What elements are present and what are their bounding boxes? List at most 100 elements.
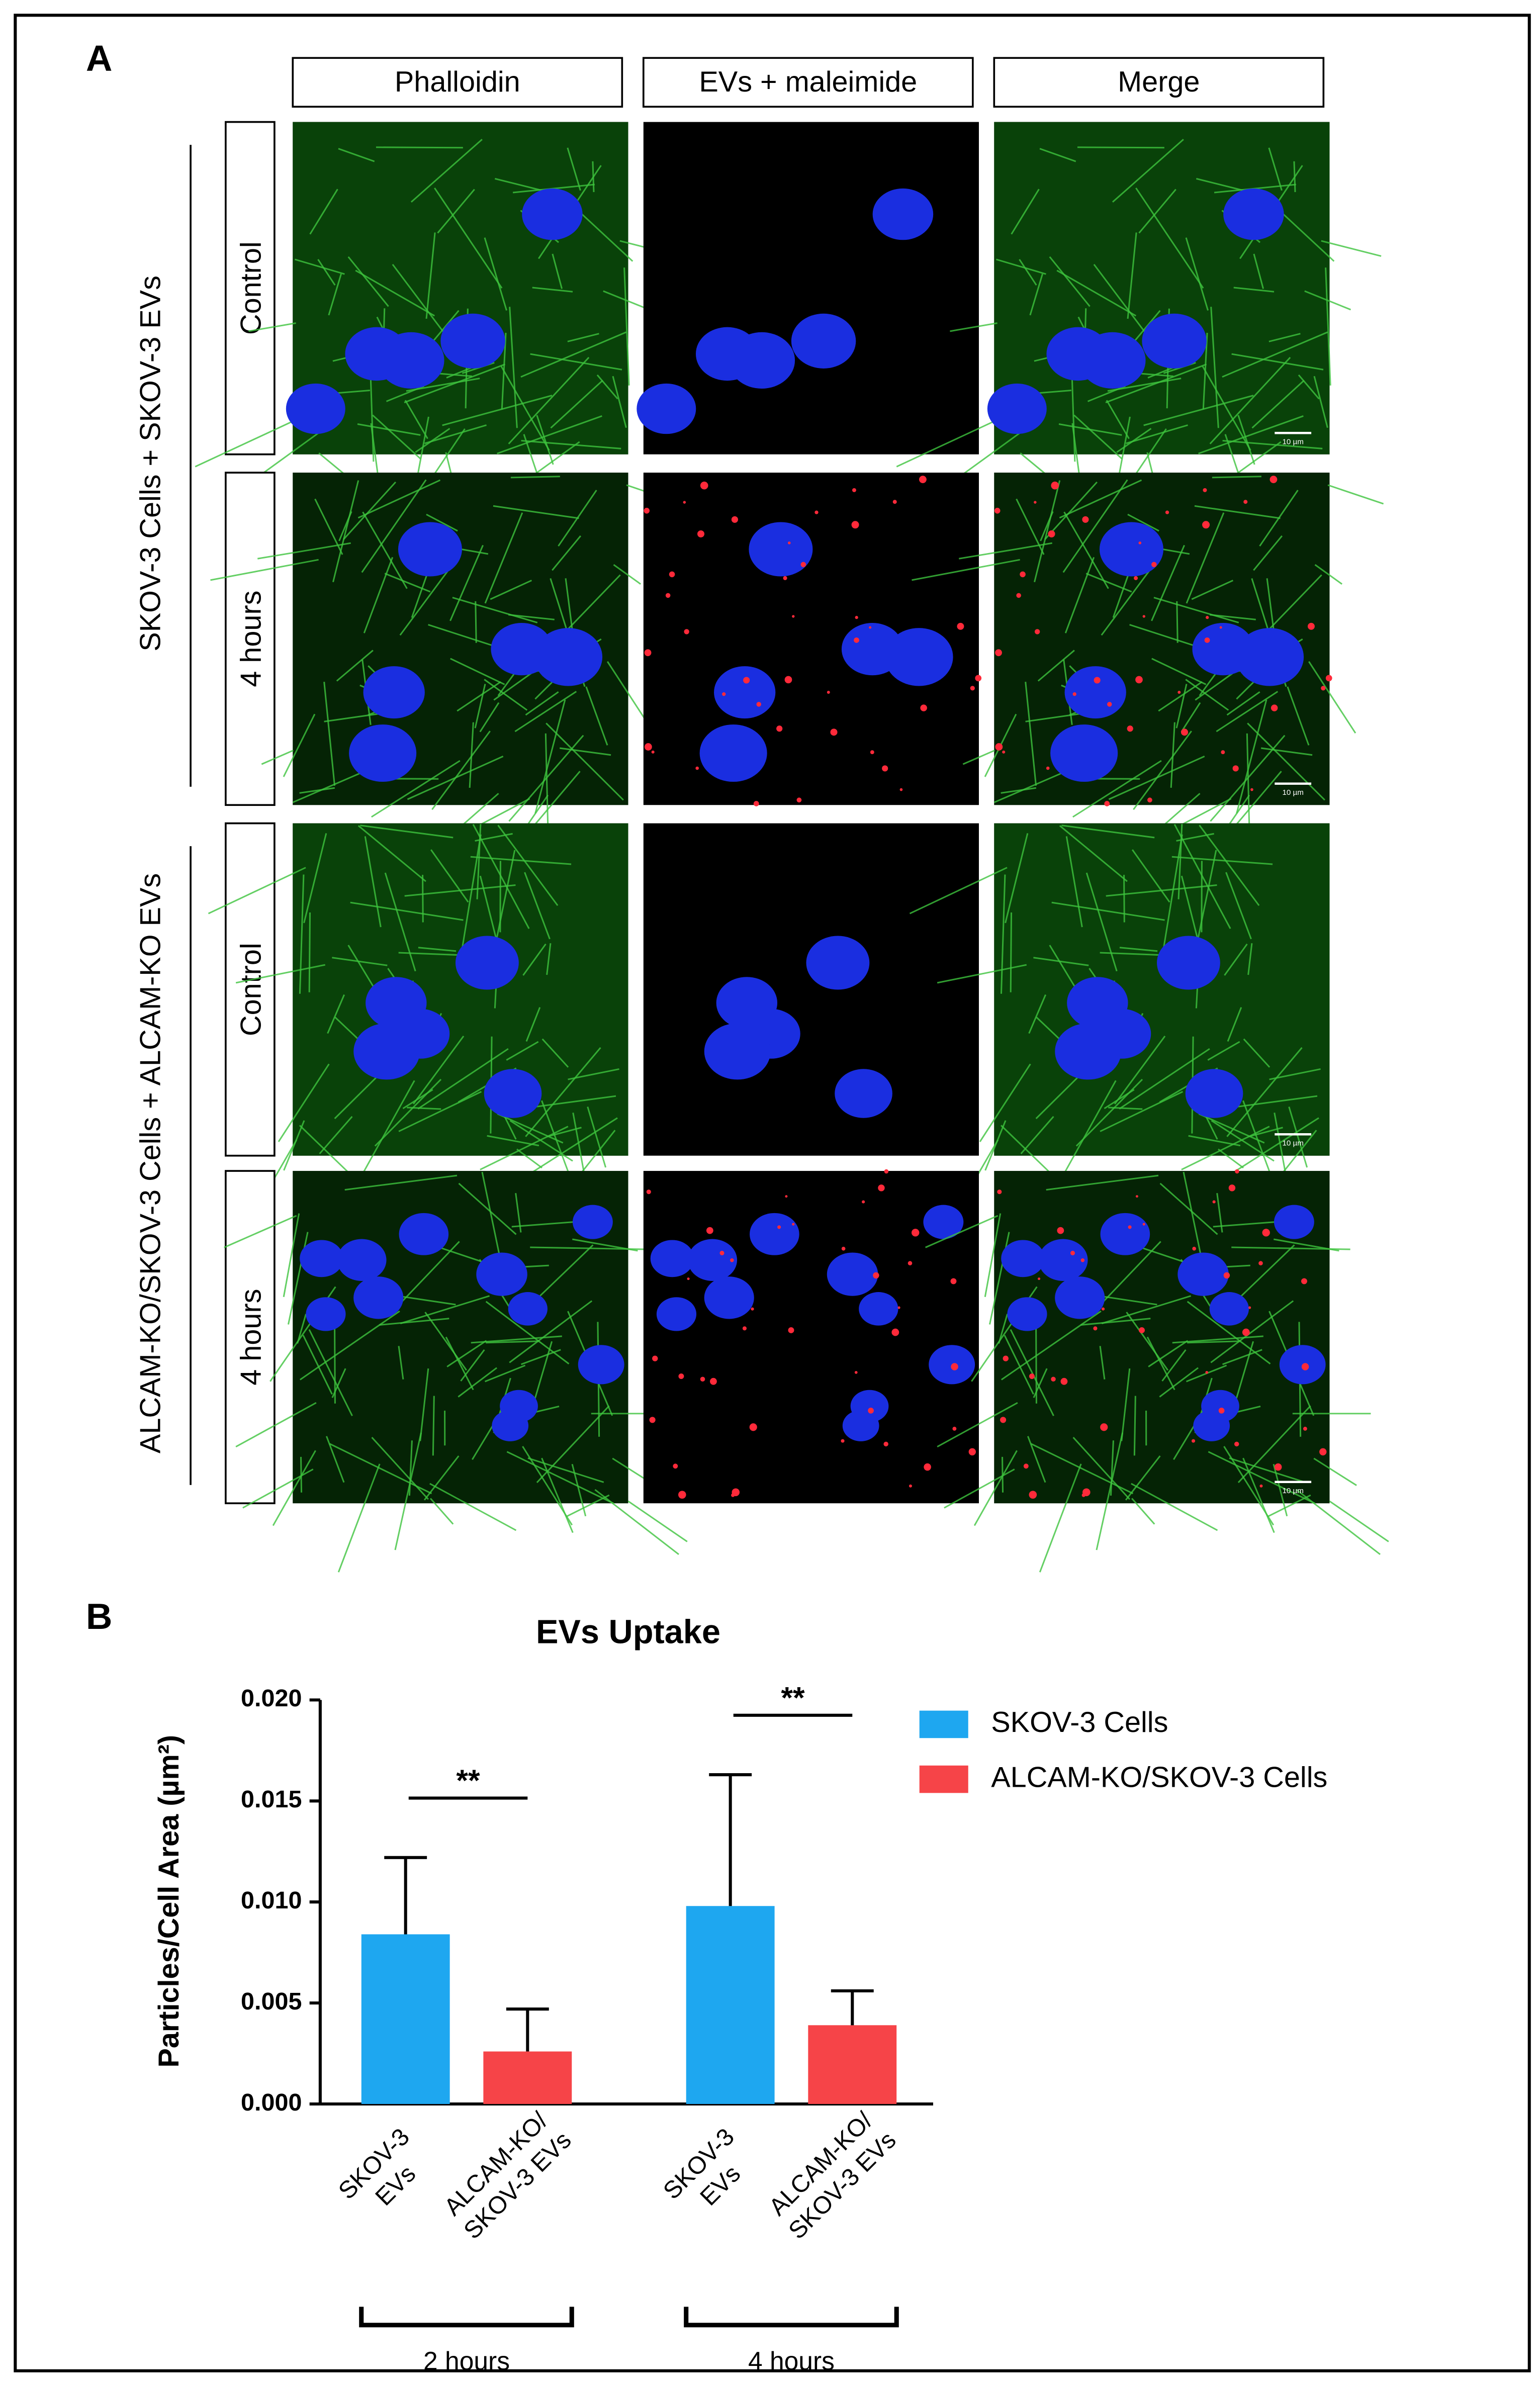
actin-fibre xyxy=(374,1078,442,1147)
ev-particle xyxy=(891,1328,899,1336)
actin-fibre xyxy=(372,414,421,460)
micrograph xyxy=(637,122,979,454)
ev-particle xyxy=(700,481,708,490)
actin-fibre xyxy=(979,1063,1031,1142)
actin-fibre xyxy=(552,253,563,289)
actin-fibre xyxy=(400,1295,490,1324)
actin-fibre xyxy=(1011,189,1040,235)
scale-bar-label: 10 µm xyxy=(1282,1487,1303,1495)
ev-particle xyxy=(1223,1272,1230,1279)
ev-particle xyxy=(1248,1306,1251,1309)
actin-fibre xyxy=(398,1090,482,1132)
ev-particle xyxy=(1104,801,1110,806)
actin-fibre xyxy=(1175,684,1188,728)
ev-particle xyxy=(968,1448,976,1455)
actin-fibre xyxy=(627,1500,688,1542)
ev-particle xyxy=(1142,615,1145,618)
ev-particle xyxy=(678,1373,684,1379)
actin-fibre xyxy=(1010,1329,1054,1416)
actin-fibre xyxy=(1030,1443,1134,1495)
actin-fibre xyxy=(1260,747,1313,756)
actin-fibre xyxy=(379,1318,449,1326)
actin-fibre xyxy=(461,834,482,949)
actin-fibre xyxy=(371,1437,429,1500)
actin-fibre xyxy=(1071,368,1076,462)
nucleus xyxy=(306,1297,346,1331)
actin-fibre xyxy=(364,836,382,928)
actin-fibre xyxy=(1188,1135,1241,1147)
actin-fibre xyxy=(404,363,506,404)
actin-fibre xyxy=(235,1402,317,1447)
actin-fibre xyxy=(1063,511,1109,589)
ev-particle xyxy=(1002,750,1006,754)
actin-fibre xyxy=(1231,353,1324,371)
column-header: Merge xyxy=(1118,66,1200,98)
ev-particle xyxy=(1259,1484,1263,1488)
ev-particle xyxy=(651,750,655,754)
ev-particle xyxy=(719,1250,724,1255)
ev-particle xyxy=(1228,1184,1236,1192)
actin-fibre xyxy=(1259,490,1299,547)
actin-fibre xyxy=(1056,269,1137,317)
actin-fibre xyxy=(1185,237,1209,311)
actin-fibre xyxy=(1106,400,1130,439)
y-tick-label: 0.015 xyxy=(241,1786,302,1813)
ev-particle xyxy=(1093,1326,1098,1331)
ev-particle xyxy=(883,1441,888,1447)
actin-fibre xyxy=(1181,1126,1270,1170)
actin-fibre xyxy=(1105,363,1207,404)
actin-fibre xyxy=(613,564,642,585)
ev-particle xyxy=(1060,1378,1068,1385)
actin-fibre xyxy=(499,861,501,933)
actin-fibre xyxy=(407,1107,441,1110)
ev-particle xyxy=(873,1272,879,1279)
actin-fibre xyxy=(360,824,454,839)
micrograph-background xyxy=(994,1171,1330,1504)
actin-fibre xyxy=(995,258,1046,275)
actin-fibre xyxy=(327,994,345,1034)
actin-fibre xyxy=(522,943,547,976)
actin-fibre xyxy=(1288,1106,1308,1168)
actin-fibre xyxy=(493,672,532,701)
micrograph-background xyxy=(643,1171,979,1504)
actin-fibre xyxy=(572,1113,585,1174)
actin-fibre xyxy=(1170,722,1175,788)
actin-fibre xyxy=(1114,1035,1166,1105)
nucleus xyxy=(872,188,934,240)
ev-particle xyxy=(1192,1439,1196,1443)
actin-fibre xyxy=(1058,1080,1117,1184)
nucleus xyxy=(1064,666,1126,719)
actin-fibre xyxy=(1049,945,1076,988)
ev-particle xyxy=(1262,1229,1270,1237)
actin-fibre xyxy=(1100,1090,1184,1132)
ev-particle xyxy=(1000,1417,1007,1423)
actin-fibre xyxy=(357,479,441,519)
nucleus xyxy=(1099,522,1163,577)
nucleus xyxy=(578,1345,624,1385)
nucleus xyxy=(300,1240,343,1277)
ev-particle xyxy=(1319,1448,1327,1455)
ev-particle xyxy=(1258,1261,1263,1265)
ev-particle xyxy=(1203,488,1207,492)
actin-fibre xyxy=(361,479,427,573)
actin-fibre xyxy=(1049,256,1091,307)
actin-fibre xyxy=(559,747,611,756)
actin-fibre xyxy=(423,1455,460,1501)
actin-fibre xyxy=(1198,1113,1265,1144)
ev-particle xyxy=(1072,692,1076,696)
nucleus xyxy=(378,332,444,389)
ev-particle xyxy=(1082,516,1089,523)
nucleus xyxy=(440,313,505,369)
actin-fibre xyxy=(506,1041,539,1061)
actin-fibre xyxy=(546,943,552,975)
actin-fibre xyxy=(1273,1463,1288,1517)
row-label: 4 hours xyxy=(235,591,267,687)
actin-fibre xyxy=(525,1047,601,1137)
actin-fibre xyxy=(371,760,461,818)
ev-particle xyxy=(722,692,726,696)
actin-fibre xyxy=(1148,1340,1189,1367)
actin-fibre xyxy=(1072,760,1162,818)
micrograph-background xyxy=(643,823,979,1156)
actin-fibre xyxy=(484,679,528,711)
ev-particle xyxy=(882,765,888,772)
